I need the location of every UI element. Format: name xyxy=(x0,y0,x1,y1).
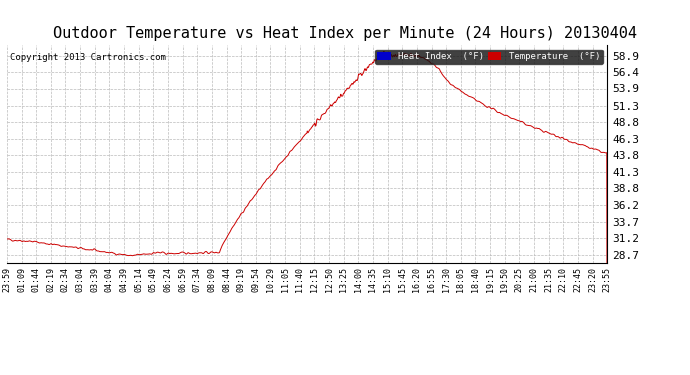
Text: Outdoor Temperature vs Heat Index per Minute (24 Hours) 20130404: Outdoor Temperature vs Heat Index per Mi… xyxy=(53,26,637,41)
Text: Copyright 2013 Cartronics.com: Copyright 2013 Cartronics.com xyxy=(10,53,166,62)
Legend: Heat Index  (°F), Temperature  (°F): Heat Index (°F), Temperature (°F) xyxy=(375,50,602,64)
